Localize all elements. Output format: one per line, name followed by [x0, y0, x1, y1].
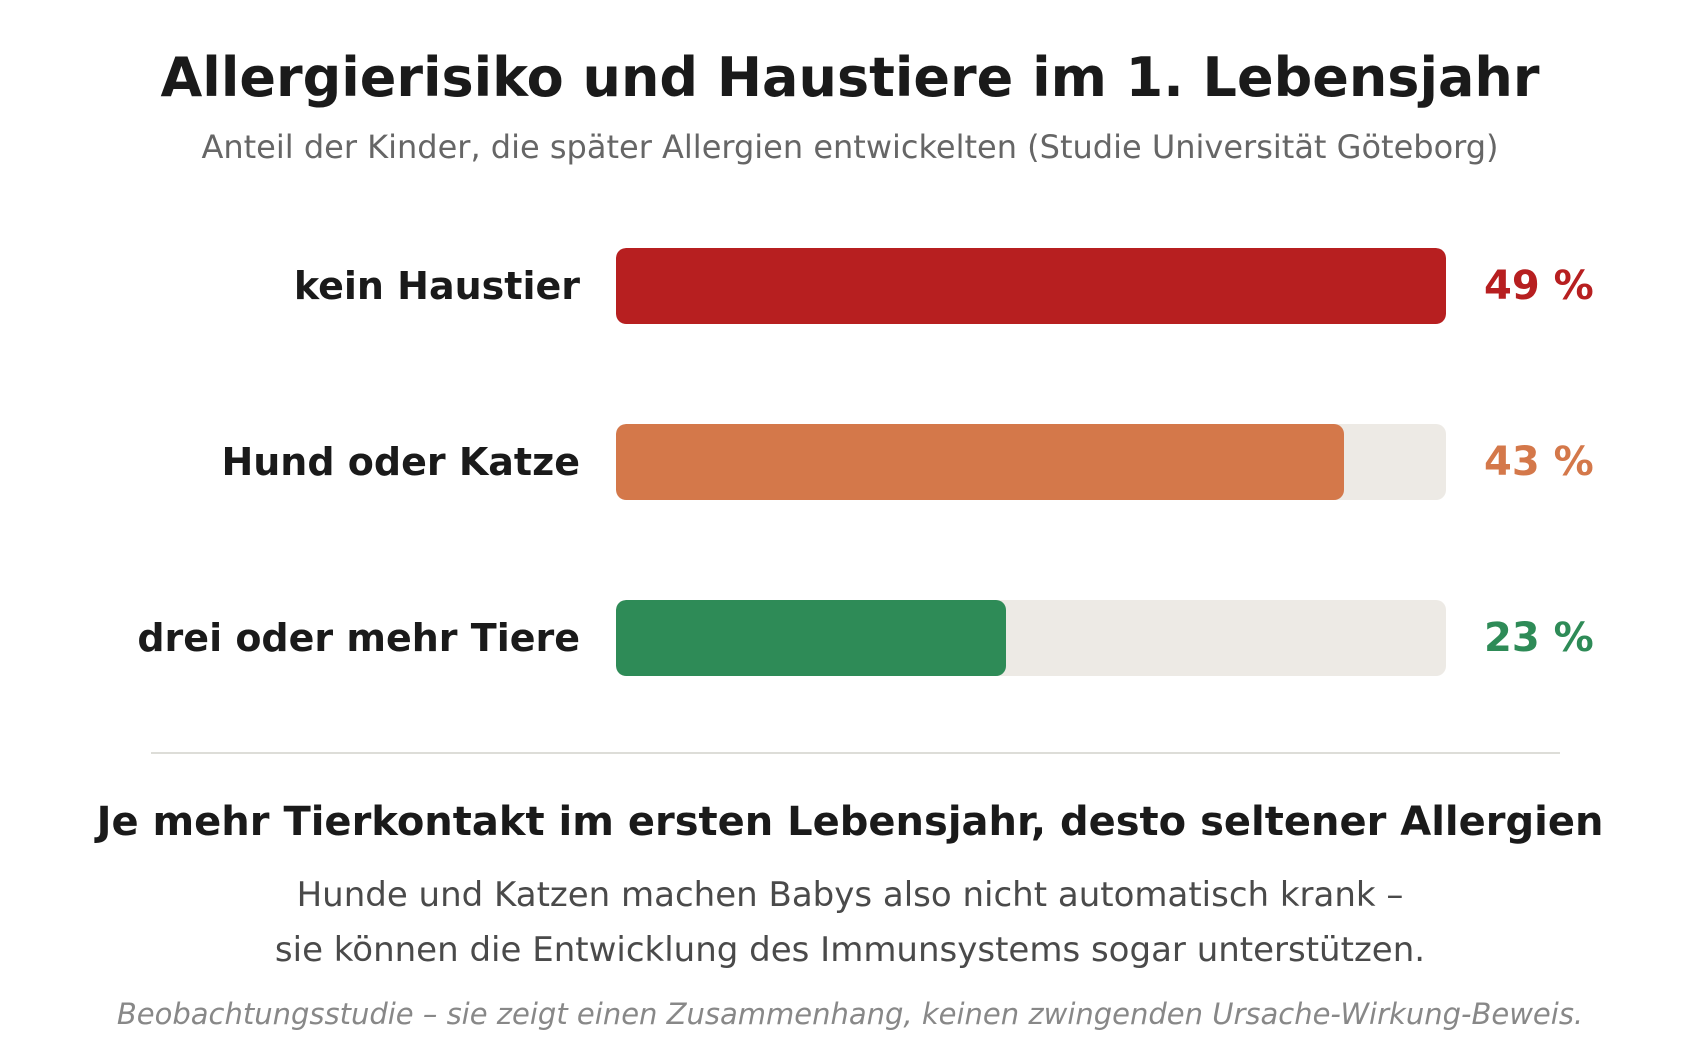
study-disclaimer: Beobachtungsstudie – sie zeigt einen Zus… — [116, 997, 1584, 1031]
bar-hund-oder-katze — [616, 424, 1344, 500]
value-label-hund-oder-katze: 43 % — [1484, 439, 1594, 485]
chart-subtitle: Anteil der Kinder, die später Allergien … — [201, 128, 1499, 166]
bar-label-drei-oder-mehr-tiere: drei oder mehr Tiere — [137, 616, 580, 660]
bar-track-drei-oder-mehr-tiere — [616, 600, 1446, 676]
chart-title: Allergierisiko und Haustiere im 1. Leben… — [160, 46, 1540, 109]
conclusion-text-line-1: Hunde und Katzen machen Babys also nicht… — [296, 875, 1404, 915]
bar-drei-oder-mehr-tiere — [616, 600, 1006, 676]
bar-label-hund-oder-katze: Hund oder Katze — [221, 440, 580, 484]
section-divider — [151, 752, 1560, 754]
value-label-kein-haustier: 49 % — [1484, 263, 1594, 309]
conclusion-headline: Je mehr Tierkontakt im ersten Lebensjahr… — [96, 799, 1604, 845]
value-label-drei-oder-mehr-tiere: 23 % — [1484, 615, 1594, 661]
bar-label-kein-haustier: kein Haustier — [293, 264, 580, 308]
bar-track-hund-oder-katze — [616, 424, 1446, 500]
bar-kein-haustier — [616, 248, 1446, 324]
conclusion-text-line-2: sie können die Entwicklung des Immunsyst… — [274, 930, 1426, 970]
bar-track-kein-haustier — [616, 248, 1446, 324]
